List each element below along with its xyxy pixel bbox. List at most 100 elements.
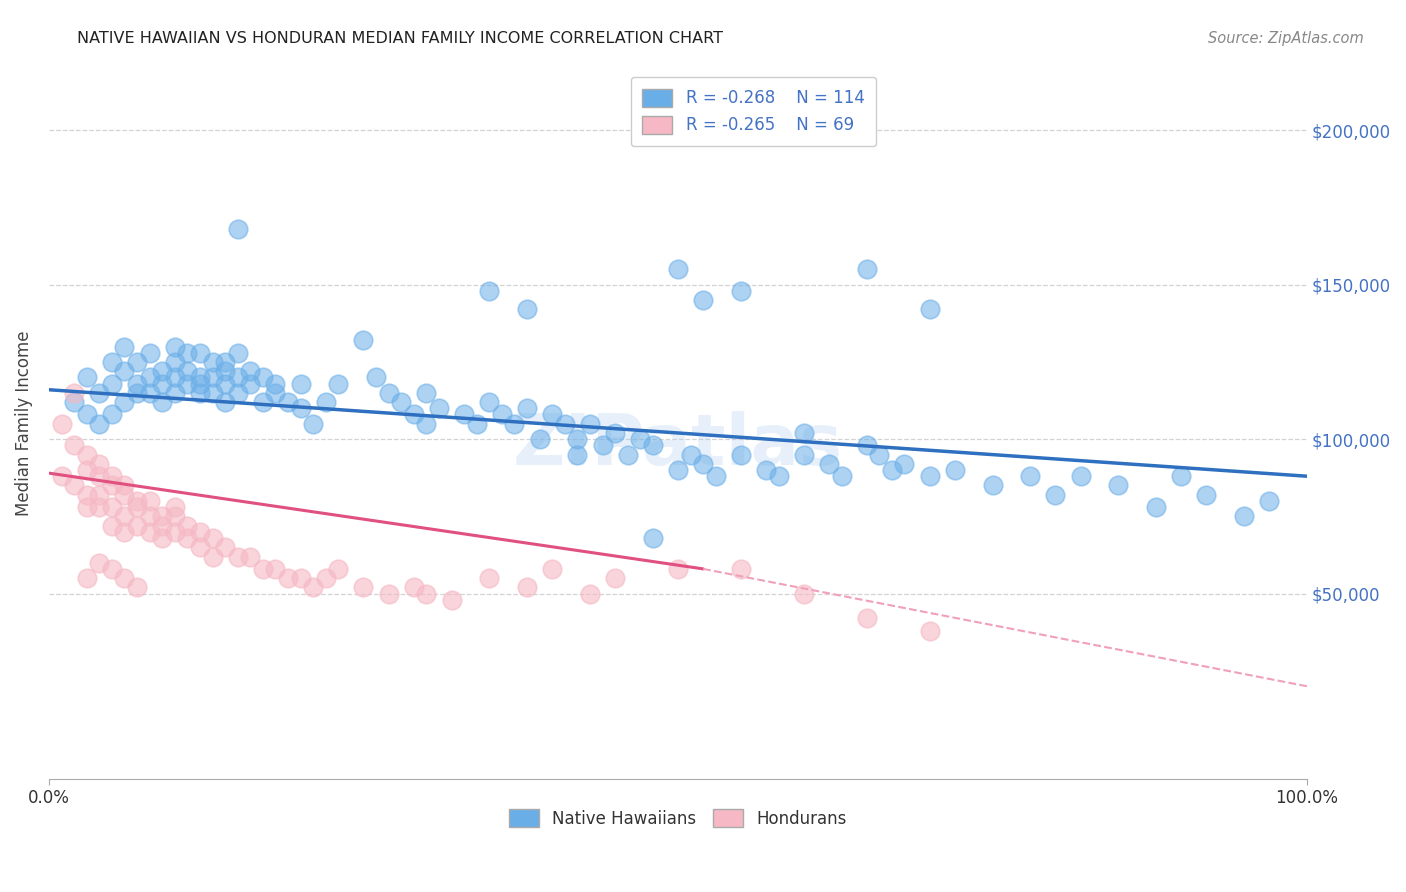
Point (214, 541, 236, 555)
Point (579, 586, 602, 600)
Point (1144, 500, 1167, 515)
Point (516, 302, 538, 317)
Point (353, 581, 375, 595)
Point (302, 581, 325, 595)
Point (666, 562, 689, 576)
Point (389, 395, 412, 409)
Point (277, 395, 299, 409)
Point (239, 549, 262, 564)
Point (516, 581, 538, 595)
Point (125, 355, 148, 369)
Point (163, 509, 186, 524)
Point (138, 345, 160, 359)
Point (188, 524, 211, 539)
Point (364, 370, 387, 384)
Point (176, 518, 198, 533)
Point (89, 457, 111, 471)
Point (114, 524, 136, 539)
Point (730, 448, 752, 462)
Point (125, 500, 148, 515)
Point (226, 385, 249, 400)
Point (943, 463, 966, 477)
Point (567, 448, 589, 462)
Point (328, 562, 350, 576)
Point (755, 463, 778, 477)
Point (893, 457, 915, 471)
Text: NATIVE HAWAIIAN VS HONDURAN MEDIAN FAMILY INCOME CORRELATION CHART: NATIVE HAWAIIAN VS HONDURAN MEDIAN FAMIL… (77, 31, 723, 46)
Point (290, 376, 312, 391)
Point (353, 334, 375, 348)
Point (89, 556, 111, 570)
Point (478, 395, 501, 409)
Point (415, 385, 437, 400)
Point (478, 284, 501, 298)
Point (1258, 494, 1281, 508)
Point (1045, 488, 1067, 502)
Point (855, 438, 877, 452)
Legend: Native Hawaiians, Hondurans: Native Hawaiians, Hondurans (502, 803, 853, 835)
Point (89, 500, 111, 515)
Point (125, 494, 148, 508)
Point (239, 376, 262, 391)
Point (529, 432, 551, 446)
Point (855, 262, 877, 277)
Point (628, 432, 651, 446)
Point (150, 395, 173, 409)
Point (768, 469, 790, 483)
Point (252, 562, 274, 576)
Point (1107, 478, 1129, 492)
Point (981, 478, 1004, 492)
Point (503, 417, 526, 431)
Point (101, 518, 124, 533)
Point (1070, 469, 1092, 483)
Point (125, 385, 148, 400)
Point (465, 417, 488, 431)
Point (567, 432, 589, 446)
Point (918, 624, 941, 638)
Point (51, 417, 73, 431)
Point (704, 469, 727, 483)
Point (603, 571, 626, 585)
Point (277, 571, 299, 585)
Point (125, 376, 148, 391)
Point (188, 370, 211, 384)
Point (89, 385, 111, 400)
Point (76, 463, 98, 477)
Point (328, 376, 350, 391)
Point (603, 425, 626, 440)
Point (201, 370, 224, 384)
Point (918, 302, 941, 317)
Point (101, 376, 124, 391)
Point (101, 562, 124, 576)
Point (264, 385, 287, 400)
Point (226, 549, 249, 564)
Point (114, 478, 136, 492)
Point (176, 531, 198, 545)
Point (264, 562, 287, 576)
Point (188, 541, 211, 555)
Point (666, 463, 689, 477)
Point (541, 562, 564, 576)
Point (226, 345, 249, 359)
Point (163, 355, 186, 369)
Point (163, 500, 186, 515)
Point (666, 262, 689, 277)
Point (201, 355, 224, 369)
Point (89, 488, 111, 502)
Point (831, 469, 853, 483)
Point (163, 370, 186, 384)
Point (226, 222, 249, 236)
Point (692, 457, 714, 471)
Point (76, 571, 98, 585)
Point (76, 500, 98, 515)
Point (402, 581, 425, 595)
Point (138, 385, 160, 400)
Point (214, 364, 236, 378)
Point (163, 339, 186, 353)
Point (101, 469, 124, 483)
Point (692, 293, 714, 308)
Point (114, 509, 136, 524)
Point (138, 370, 160, 384)
Point (579, 417, 602, 431)
Text: Source: ZipAtlas.com: Source: ZipAtlas.com (1208, 31, 1364, 46)
